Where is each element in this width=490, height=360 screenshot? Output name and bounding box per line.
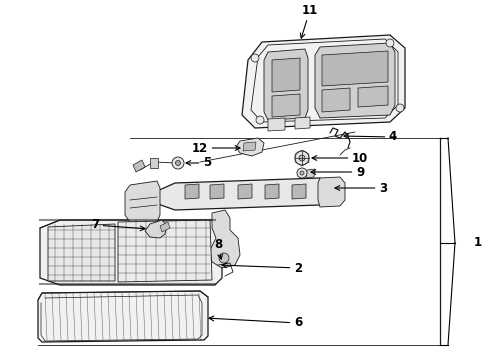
Polygon shape bbox=[238, 184, 252, 199]
Polygon shape bbox=[265, 184, 279, 199]
Polygon shape bbox=[210, 184, 224, 199]
Polygon shape bbox=[315, 43, 395, 118]
Polygon shape bbox=[125, 181, 160, 224]
Circle shape bbox=[295, 151, 309, 165]
Text: 9: 9 bbox=[311, 166, 364, 179]
Polygon shape bbox=[145, 220, 167, 238]
Polygon shape bbox=[306, 169, 315, 178]
Text: 10: 10 bbox=[312, 152, 368, 165]
Polygon shape bbox=[242, 35, 405, 128]
Text: 8: 8 bbox=[214, 238, 222, 259]
Text: 12: 12 bbox=[192, 141, 240, 154]
Text: 2: 2 bbox=[222, 261, 302, 274]
Polygon shape bbox=[322, 51, 388, 86]
Polygon shape bbox=[322, 88, 350, 112]
Circle shape bbox=[299, 155, 305, 161]
Polygon shape bbox=[295, 117, 310, 129]
Circle shape bbox=[386, 39, 394, 47]
Polygon shape bbox=[133, 160, 145, 172]
Polygon shape bbox=[38, 291, 208, 342]
Polygon shape bbox=[160, 222, 170, 232]
Circle shape bbox=[175, 161, 180, 166]
Circle shape bbox=[251, 54, 259, 62]
Polygon shape bbox=[318, 177, 345, 207]
Polygon shape bbox=[268, 118, 285, 131]
Circle shape bbox=[300, 171, 304, 175]
Circle shape bbox=[172, 157, 184, 169]
Polygon shape bbox=[272, 94, 300, 117]
Text: 5: 5 bbox=[186, 157, 211, 170]
Circle shape bbox=[396, 104, 404, 112]
Polygon shape bbox=[118, 220, 212, 282]
Text: 4: 4 bbox=[344, 130, 397, 144]
Text: 7: 7 bbox=[91, 219, 145, 231]
Polygon shape bbox=[358, 86, 388, 107]
Text: 3: 3 bbox=[335, 181, 387, 194]
Polygon shape bbox=[40, 220, 222, 285]
Text: 1: 1 bbox=[474, 237, 482, 249]
Text: 6: 6 bbox=[209, 316, 302, 329]
Polygon shape bbox=[292, 184, 306, 199]
Polygon shape bbox=[48, 224, 115, 281]
Circle shape bbox=[219, 253, 229, 263]
Polygon shape bbox=[155, 178, 330, 210]
Polygon shape bbox=[272, 58, 300, 92]
Polygon shape bbox=[243, 142, 256, 151]
Polygon shape bbox=[264, 49, 308, 120]
Polygon shape bbox=[236, 138, 264, 156]
Polygon shape bbox=[185, 184, 199, 199]
Polygon shape bbox=[150, 158, 158, 168]
Circle shape bbox=[256, 116, 264, 124]
Circle shape bbox=[297, 168, 307, 178]
Text: 11: 11 bbox=[300, 4, 318, 38]
Polygon shape bbox=[210, 210, 240, 268]
